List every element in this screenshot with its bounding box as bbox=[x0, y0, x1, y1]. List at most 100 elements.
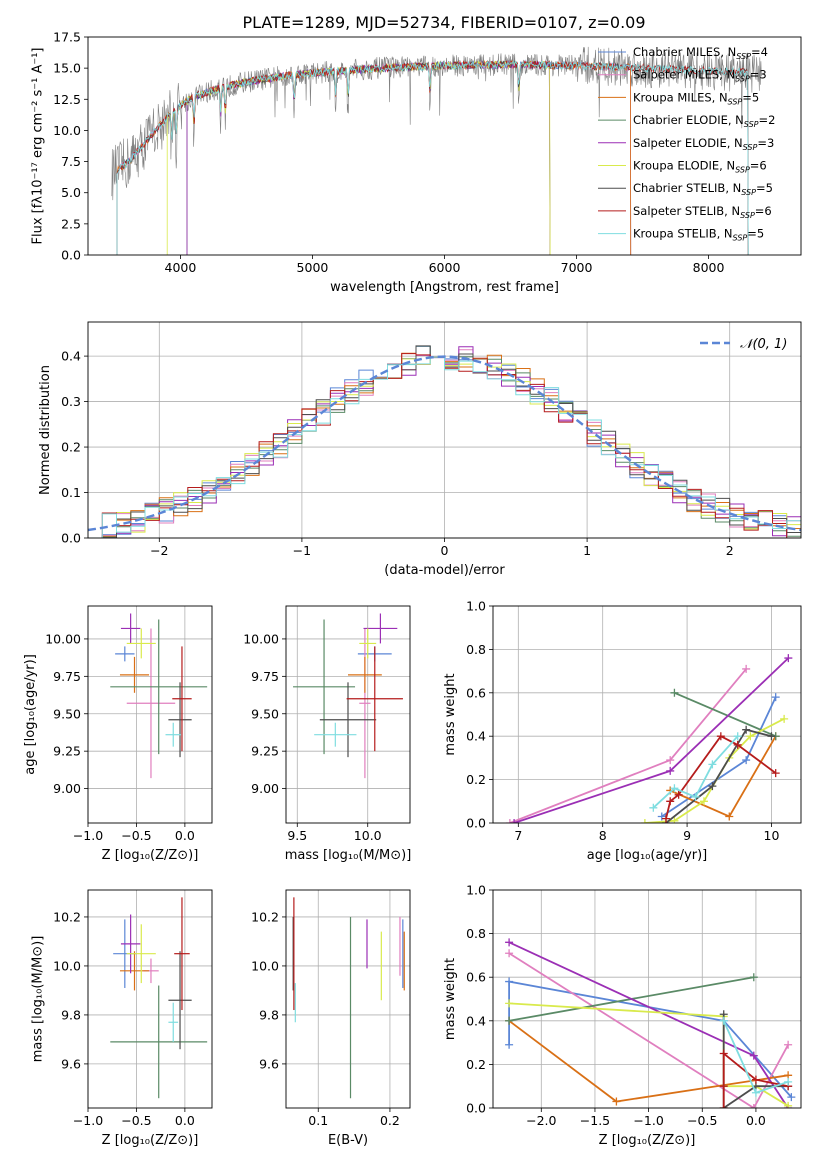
weight-point-marker bbox=[733, 740, 742, 749]
y-axis-label: Normed distribution bbox=[38, 365, 53, 495]
y-tick-label: 0.8 bbox=[466, 926, 486, 941]
y-tick-label: 10.0 bbox=[251, 958, 279, 973]
normal-reference-curve bbox=[88, 355, 801, 532]
legend-label: Salpeter STELIB, NSSP=6 bbox=[633, 204, 772, 220]
age_vs_mass-plot-area bbox=[293, 613, 403, 779]
mass_vs_Z-plot-area bbox=[110, 897, 208, 1099]
y-tick-label: 0.0 bbox=[61, 531, 81, 546]
y-tick-label: 0.4 bbox=[466, 729, 486, 744]
x-tick-label: 6000 bbox=[429, 260, 461, 275]
mass_vs_EBV-panel: 0.1 0.2 9.6 9.8 10.0 10.2 E(B-V) bbox=[251, 889, 411, 1148]
x-tick-label: −1.0 bbox=[633, 1113, 663, 1128]
x-tick-label: 7 bbox=[514, 828, 522, 843]
weight-point-marker bbox=[767, 732, 776, 741]
y-axis-label: Flux [fλ10⁻¹⁷ erg cm⁻² s⁻¹ A⁻¹] bbox=[31, 48, 46, 245]
y-tick-label: 0.0 bbox=[466, 1101, 486, 1116]
y-tick-label: 15.0 bbox=[53, 61, 81, 76]
x-axis-label: wavelength [Angstrom, rest frame] bbox=[330, 280, 559, 295]
weight-point-marker bbox=[699, 797, 708, 806]
figure-title: PLATE=1289, MJD=52734, FIBERID=0107, z=0… bbox=[242, 13, 645, 32]
weight-point-marker bbox=[640, 819, 649, 823]
x-tick-label: 0.0 bbox=[746, 1113, 766, 1128]
weight-point-marker bbox=[784, 1101, 793, 1108]
weight-point-marker bbox=[657, 812, 666, 821]
y-tick-label: 2.5 bbox=[61, 216, 81, 231]
x-tick-label: 0.0 bbox=[175, 828, 195, 843]
x-tick-label: 4000 bbox=[165, 260, 197, 275]
weight-point-marker bbox=[771, 693, 780, 702]
y-tick-label: 9.8 bbox=[259, 1007, 279, 1022]
weight-point-marker bbox=[787, 1093, 796, 1102]
y-tick-label: 10.00 bbox=[243, 631, 279, 646]
y-tick-label: 9.75 bbox=[53, 669, 81, 684]
weight-series-line bbox=[665, 735, 777, 819]
y-tick-label: 9.00 bbox=[251, 781, 279, 796]
residuals-plot-area bbox=[88, 345, 801, 538]
x-tick-label: 8000 bbox=[693, 260, 725, 275]
model-spectrum-line bbox=[116, 59, 749, 255]
weight-series-line bbox=[508, 952, 789, 1108]
axes-frame bbox=[285, 605, 411, 824]
x-axis-label: mass [log₁₀(M/M⊙)] bbox=[285, 848, 412, 863]
weight-point-marker bbox=[784, 1077, 793, 1086]
y-tick-label: 0.4 bbox=[61, 349, 81, 364]
weight-point-marker bbox=[780, 714, 789, 723]
weight-point-marker bbox=[670, 688, 679, 697]
y-tick-label: 0.8 bbox=[466, 642, 486, 657]
y-axis-label: mass [log₁₀(M/M⊙)] bbox=[31, 936, 46, 1063]
y-tick-label: 9.6 bbox=[61, 1056, 81, 1071]
weight-point-marker bbox=[746, 732, 755, 741]
weight-point-marker bbox=[505, 949, 514, 958]
x-tick-label: 5000 bbox=[297, 260, 329, 275]
x-tick-label: 9 bbox=[683, 828, 691, 843]
x-axis-label: (data-model)/error bbox=[384, 563, 505, 578]
legend-label: Salpeter MILES, NSSP=3 bbox=[633, 68, 767, 84]
y-tick-label: 9.8 bbox=[61, 1007, 81, 1022]
y-tick-label: 10.2 bbox=[53, 909, 81, 924]
x-tick-label: −1.0 bbox=[73, 1113, 103, 1128]
y-tick-label: 5.0 bbox=[61, 185, 81, 200]
mass_vs_Z-panel: −1.0 −0.5 0.0 9.6 9.8 10.0 10.2 Z [log₁₀(Z/Z⊙)]… bbox=[31, 889, 213, 1148]
x-tick-label: −1.5 bbox=[580, 1113, 610, 1128]
x-tick-label: 7000 bbox=[561, 260, 593, 275]
y-axis-label: mass weight bbox=[443, 673, 458, 755]
x-tick-label: −0.5 bbox=[687, 1113, 717, 1128]
weight-point-marker bbox=[666, 766, 675, 775]
mass_vs_EBV-plot-area bbox=[292, 897, 405, 1099]
y-tick-label: 10.0 bbox=[53, 958, 81, 973]
y-tick-label: 9.50 bbox=[53, 706, 81, 721]
weight-point-marker bbox=[742, 664, 751, 673]
weight-series-line bbox=[674, 691, 777, 738]
y-tick-label: 0.6 bbox=[466, 685, 486, 700]
x-tick-label: 9.5 bbox=[287, 828, 307, 843]
y-tick-label: 0.3 bbox=[61, 394, 81, 409]
weight-point-marker bbox=[725, 812, 734, 821]
weight-point-marker bbox=[505, 1040, 514, 1049]
weight-point-marker bbox=[670, 816, 679, 823]
weight-point-marker bbox=[661, 814, 670, 823]
y-tick-label: 9.50 bbox=[251, 706, 279, 721]
legend-label: Chabrier MILES, NSSP=4 bbox=[633, 45, 768, 61]
weight-point-marker bbox=[612, 1097, 621, 1106]
axes-frame bbox=[87, 889, 213, 1109]
y-tick-label: 0.0 bbox=[466, 816, 486, 831]
y-tick-label: 10.2 bbox=[251, 909, 279, 924]
y-tick-label: 9.25 bbox=[53, 744, 81, 759]
y-tick-label: 9.00 bbox=[53, 781, 81, 796]
legend-label: Kroupa STELIB, NSSP=5 bbox=[633, 227, 764, 243]
weight-point-marker bbox=[751, 1088, 760, 1097]
observed-spectrum-line bbox=[111, 46, 762, 201]
axes-frame bbox=[87, 605, 213, 824]
y-tick-label: 0.2 bbox=[61, 440, 81, 455]
y-tick-label: 12.5 bbox=[53, 92, 81, 107]
weight-point-marker bbox=[749, 973, 758, 982]
spectrum-plot-area bbox=[111, 46, 762, 255]
y-tick-label: 0.2 bbox=[466, 772, 486, 787]
x-axis-label: age [log₁₀(age/yr)] bbox=[587, 848, 708, 863]
x-tick-label: 8 bbox=[599, 828, 607, 843]
y-axis-label: mass weight bbox=[443, 958, 458, 1040]
weight-point-marker bbox=[691, 792, 700, 801]
weight-point-marker bbox=[674, 790, 683, 799]
weight_vs_age-panel: 7 8 9 10 0.0 0.2 0.4 0.6 0.8 1.0 age [log₁₀(age/yr… bbox=[443, 599, 802, 863]
